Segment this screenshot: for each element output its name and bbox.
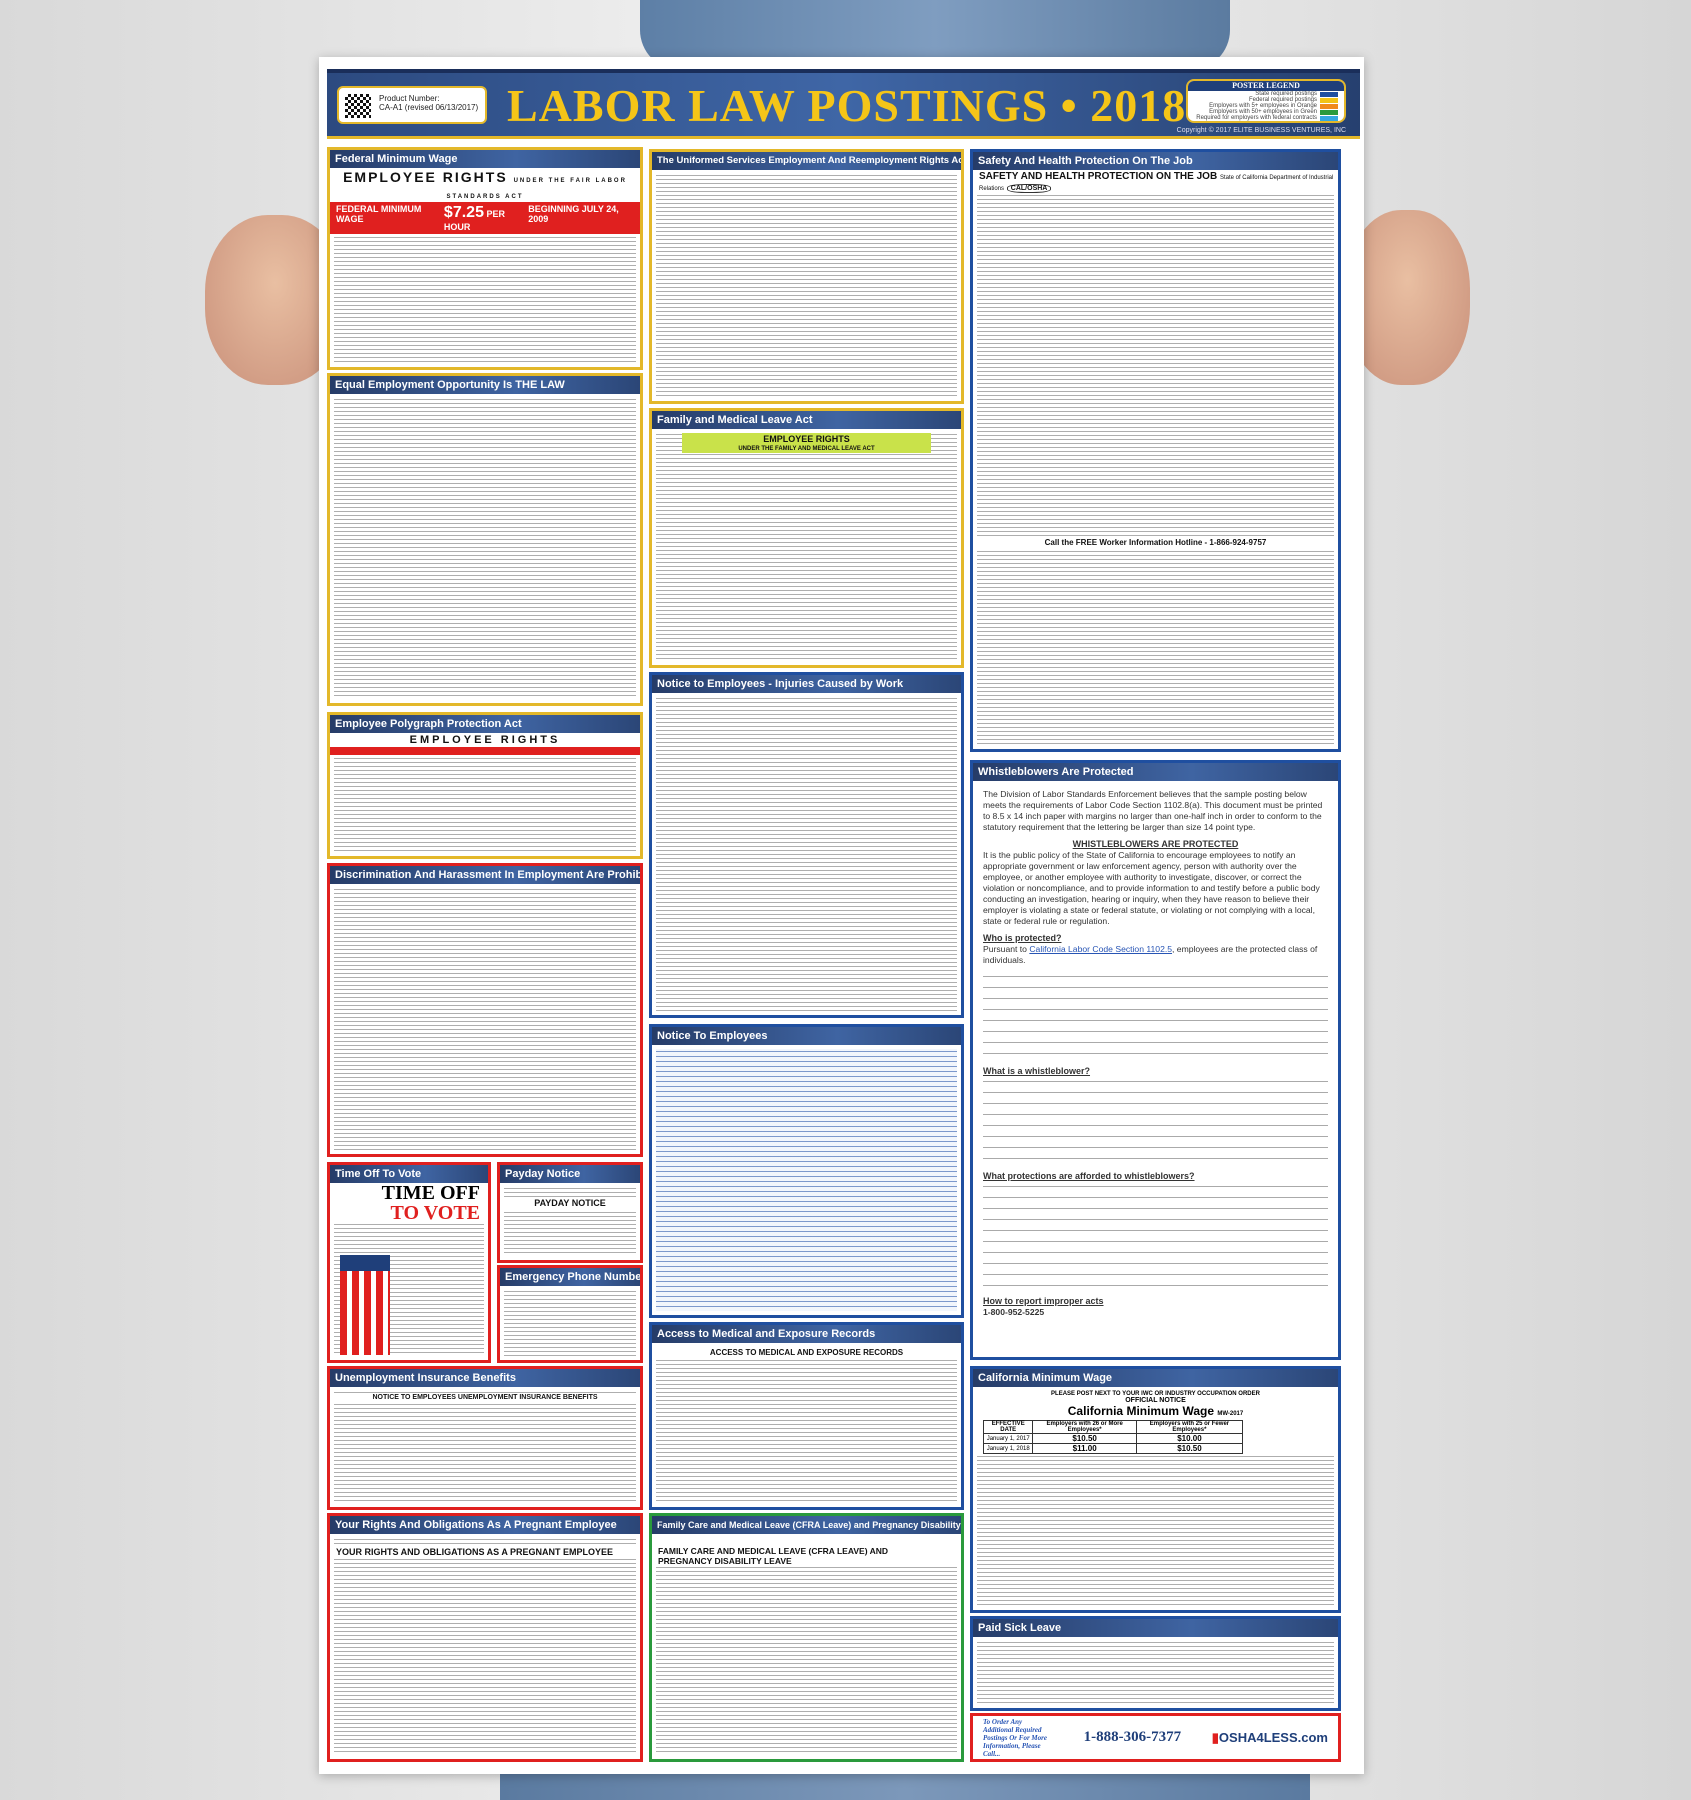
panel-title: California Minimum Wage xyxy=(973,1369,1338,1387)
panel-eeo: Equal Employment Opportunity Is THE LAW xyxy=(327,373,643,706)
order-phone[interactable]: 1-888-306-7377 xyxy=(1083,1729,1182,1745)
fmla-heading: EMPLOYEE RIGHTS xyxy=(682,433,931,445)
fmw-rate: $7.25 xyxy=(443,204,484,221)
safety-hotline: Call the FREE Worker Information Hotline… xyxy=(977,537,1334,548)
poster-legend: POSTER LEGEND State required postings Fe… xyxy=(1186,79,1346,123)
product-number: CA-A1 (revised 06/13/2017) xyxy=(379,103,479,112)
safety-agency: State of California Department of Indust… xyxy=(979,175,1334,192)
pregnant-heading: YOUR RIGHTS AND OBLIGATIONS AS A PREGNAN… xyxy=(330,1546,640,1558)
panel-pregnant-employee: Your Rights And Obligations As A Pregnan… xyxy=(327,1513,643,1762)
panel-polygraph: Employee Polygraph Protection Act EMPLOY… xyxy=(327,712,643,859)
labor-code-link[interactable]: California Labor Code Section 1102.5 xyxy=(1029,944,1173,954)
panel-injuries-caused-by-work: Notice to Employees - Injuries Caused by… xyxy=(649,672,964,1018)
panel-title: Family and Medical Leave Act xyxy=(652,411,961,429)
panel-safety-health: Safety And Health Protection On The Job … xyxy=(970,149,1341,752)
table-row: January 1, 2018 $11.00 $10.50 xyxy=(982,1443,1244,1454)
panel-discrimination: Discrimination And Harassment In Employm… xyxy=(327,863,643,1157)
qr-code-icon xyxy=(345,94,371,118)
osha4less-logo: ▮OSHA4LESS.com xyxy=(1211,1729,1328,1745)
camw-notice: PLEASE POST NEXT TO YOUR IWC OR INDUSTRY… xyxy=(1051,1391,1260,1397)
fmw-subheading: UNDER THE FAIR LABOR STANDARDS ACT xyxy=(446,178,627,200)
vote-heading-2: TO VOTE xyxy=(330,1203,488,1223)
cfra-heading: FAMILY CARE AND MEDICAL LEAVE (CFRA LEAV… xyxy=(652,1534,961,1566)
panel-title: Emergency Phone Numbers xyxy=(500,1268,640,1286)
whistle-heading: WHISTLEBLOWERS ARE PROTECTED xyxy=(1072,839,1239,849)
panel-title: Payday Notice xyxy=(500,1165,640,1183)
panel-paid-sick-leave: Paid Sick Leave xyxy=(970,1616,1341,1711)
panel-emergency-phone-numbers: Emergency Phone Numbers xyxy=(497,1265,643,1363)
legend-item: Employers with 5+ employees in Orange xyxy=(1188,103,1344,109)
camw-heading: California Minimum Wage xyxy=(1067,1404,1214,1418)
what-is-whistleblower-heading: What is a whistleblower? xyxy=(983,1066,1091,1076)
panel-title: Unemployment Insurance Benefits xyxy=(330,1369,640,1387)
panel-title: Equal Employment Opportunity Is THE LAW xyxy=(330,376,640,394)
camw-code: MW-2017 xyxy=(1217,1411,1244,1417)
safety-heading: SAFETY AND HEALTH PROTECTION ON THE JOB xyxy=(979,171,1218,182)
panel-unemployment-insurance: Unemployment Insurance Benefits NOTICE T… xyxy=(327,1366,643,1510)
right-hand xyxy=(1345,210,1470,385)
panel-userra: The Uniformed Services Employment And Re… xyxy=(649,149,964,404)
panel-title: Access to Medical and Exposure Records xyxy=(652,1325,961,1343)
panel-title: Family Care and Medical Leave (CFRA Leav… xyxy=(652,1516,961,1534)
ui-heading: NOTICE TO EMPLOYEES UNEMPLOYMENT INSURAN… xyxy=(330,1393,640,1402)
whistle-hotline: 1-800-952-5225 xyxy=(983,1307,1045,1317)
legend-item: State required postings xyxy=(1188,91,1344,97)
panel-payday-notice: Payday Notice PAYDAY NOTICE xyxy=(497,1162,643,1263)
protections-heading: What protections are afforded to whistle… xyxy=(983,1171,1195,1181)
legend-item: Required for employers with federal cont… xyxy=(1188,115,1344,121)
legend-item: Federal required postings xyxy=(1188,97,1344,103)
table-row: January 1, 2017 $10.50 $10.00 xyxy=(982,1433,1244,1444)
polygraph-heading: EMPLOYEE RIGHTS xyxy=(330,733,640,747)
camw-table: EFFECTIVE DATE Employers with 26 or More … xyxy=(982,1420,1244,1454)
legend-item: Employers with 50+ employees in Green xyxy=(1188,109,1344,115)
panel-title: Notice To Employees xyxy=(652,1027,961,1045)
fmw-rate-bar: FEDERAL MINIMUM WAGE $7.25 PER HOUR BEGINN… xyxy=(330,202,640,234)
order-text: To Order Any Additional Required Posting… xyxy=(983,1717,1047,1758)
report-heading: How to report improper acts xyxy=(983,1296,1104,1306)
panel-title: Whistleblowers Are Protected xyxy=(973,763,1338,781)
panel-title: Federal Minimum Wage xyxy=(330,150,640,168)
poster-header: Product Number: CA-A1 (revised 06/13/201… xyxy=(327,69,1360,139)
order-footer: To Order Any Additional Required Posting… xyxy=(970,1713,1341,1762)
panel-title: The Uniformed Services Employment And Re… xyxy=(652,152,961,170)
panel-title: Your Rights And Obligations As A Pregnan… xyxy=(330,1516,640,1534)
panel-whistleblowers: Whistleblowers Are Protected The Divisio… xyxy=(970,760,1341,1360)
copyright: Copyright © 2017 ELITE BUSINESS VENTURES… xyxy=(1176,127,1346,134)
product-label: Product Number: xyxy=(379,94,440,103)
fmla-subheading: UNDER THE FAMILY AND MEDICAL LEAVE ACT xyxy=(682,445,931,453)
who-protected-heading: Who is protected? xyxy=(983,933,1062,943)
fmw-heading: EMPLOYEE RIGHTS xyxy=(343,169,508,185)
vote-heading: TIME OFF xyxy=(330,1183,488,1203)
panel-notice-to-employees: Notice To Employees xyxy=(649,1024,964,1318)
camw-official: OFFICIAL NOTICE xyxy=(1125,1397,1186,1404)
legend-title: POSTER LEGEND xyxy=(1188,81,1344,91)
ballot-box-icon xyxy=(340,1255,390,1355)
panel-title: Paid Sick Leave xyxy=(973,1619,1338,1637)
panel-title: Time Off To Vote xyxy=(330,1165,488,1183)
product-number-box: Product Number: CA-A1 (revised 06/13/201… xyxy=(337,86,487,124)
panel-title: Safety And Health Protection On The Job xyxy=(973,152,1338,170)
panel-fmla: Family and Medical Leave Act EMPLOYEE RI… xyxy=(649,408,964,668)
cal-osha-logo: CAL/OSHA xyxy=(1006,184,1052,193)
panel-cfra-leave: Family Care and Medical Leave (CFRA Leav… xyxy=(649,1513,964,1762)
access-heading: ACCESS TO MEDICAL AND EXPOSURE RECORDS xyxy=(652,1347,961,1358)
panel-title: Employee Polygraph Protection Act xyxy=(330,715,640,733)
panel-time-off-to-vote: Time Off To Vote TIME OFF TO VOTE xyxy=(327,1162,491,1363)
panel-california-minimum-wage: California Minimum Wage PLEASE POST NEXT… xyxy=(970,1366,1341,1613)
panel-title: Discrimination And Harassment In Employm… xyxy=(330,866,640,884)
whistle-policy: It is the public policy of the State of … xyxy=(983,850,1320,926)
panel-access-to-records: Access to Medical and Exposure Records A… xyxy=(649,1322,964,1510)
person-shirt-bottom xyxy=(500,1770,1310,1800)
payday-heading: PAYDAY NOTICE xyxy=(500,1197,640,1209)
panel-title: Notice to Employees - Injuries Caused by… xyxy=(652,675,961,693)
poster-title: LABOR LAW POSTINGS • 2018 xyxy=(507,80,1187,131)
whistle-intro: The Division of Labor Standards Enforcem… xyxy=(983,789,1323,832)
panel-federal-minimum-wage: Federal Minimum Wage EMPLOYEE RIGHTS UND… xyxy=(327,147,643,370)
